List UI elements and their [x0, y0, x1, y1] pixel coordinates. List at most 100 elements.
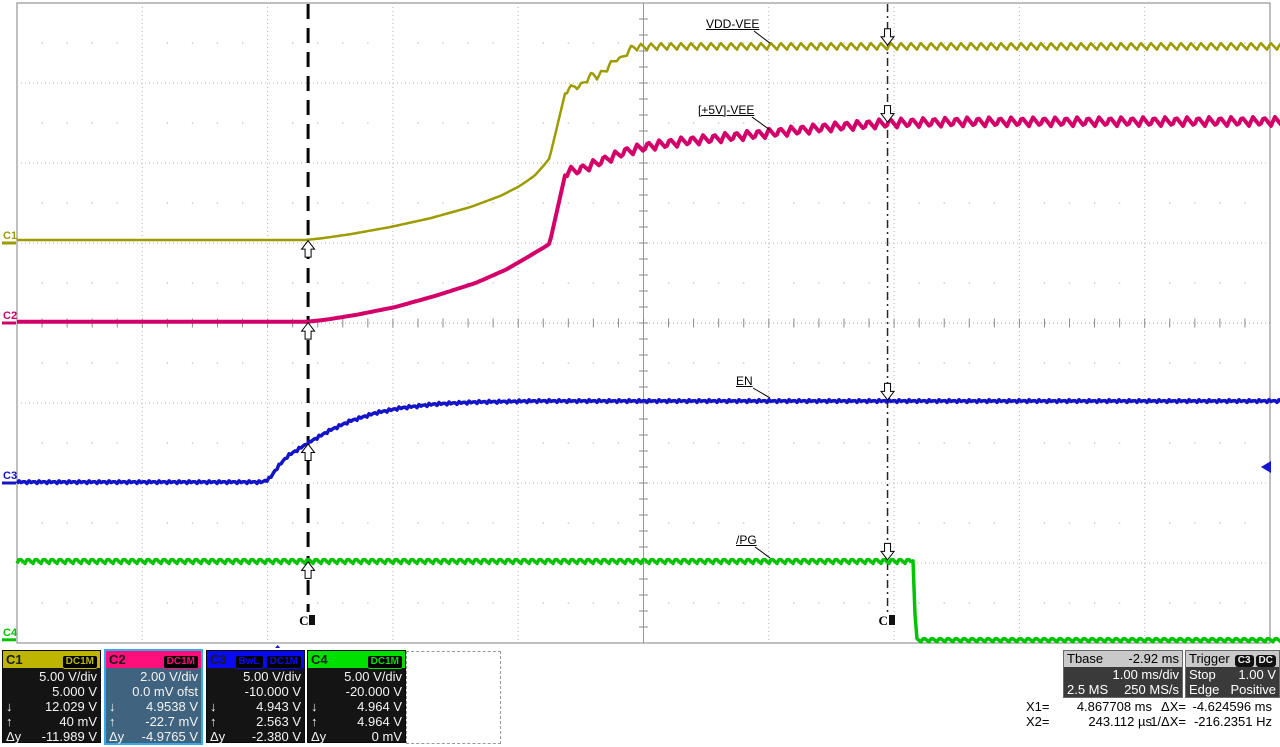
channel-marker-c4[interactable]: C4: [3, 626, 18, 639]
grid-minor-dot: [317, 282, 319, 284]
trigger-level-marker[interactable]: [1261, 461, 1271, 473]
grid-minor-dot: [667, 202, 670, 204]
cursor-x1-marker-arrow[interactable]: [880, 28, 896, 47]
grid-minor-dot: [66, 362, 68, 364]
cursor-x2-marker-arrow[interactable]: [300, 561, 316, 579]
grid-minor-dot: [216, 442, 219, 444]
grid-minor-dot: [1043, 522, 1046, 524]
grid-minor-dot: [291, 282, 294, 284]
grid-minor-dot: [667, 602, 670, 604]
grid-minor-dot: [442, 42, 444, 44]
grid-minor-dot: [943, 282, 945, 284]
grid-minor-dot: [918, 602, 920, 604]
grid-minor-dot: [91, 122, 93, 124]
grid-minor-dot: [1194, 522, 1196, 524]
cursor-x1-marker-arrow[interactable]: [880, 382, 896, 401]
channel-marker-c2[interactable]: C2: [3, 310, 18, 322]
grid-minor-dot: [1194, 42, 1196, 44]
timebase-header: Tbase -2.92 ms: [1064, 651, 1182, 667]
grid-minor-dot: [317, 442, 319, 444]
inv-dx-label: 1/ΔX=: [1150, 714, 1186, 729]
x1-value: 4.867708 ms: [1076, 699, 1152, 714]
trace-label-en: EN: [736, 374, 753, 388]
grid-minor-dot: [291, 122, 294, 124]
grid-minor-dot: [843, 282, 845, 284]
trigger-time-marker[interactable]: [271, 645, 285, 648]
grid-minor-dot: [317, 42, 319, 44]
grid-minor-dot: [1068, 442, 1071, 444]
channel-marker-c1[interactable]: C1: [3, 230, 18, 242]
cursor-x2-marker-arrow[interactable]: [300, 321, 316, 340]
grid-minor-dot: [1219, 362, 1221, 364]
cursor-x2-marker-arrow[interactable]: [300, 443, 316, 462]
grid-minor-dot: [667, 362, 670, 364]
grid-minor-dot: [91, 282, 93, 284]
grid-minor-dot: [793, 202, 795, 204]
grid-minor-dot: [993, 522, 996, 524]
grid-minor-dot: [342, 602, 344, 604]
grid-minor-dot: [417, 122, 419, 124]
grid-minor-dot: [492, 42, 494, 44]
grid-minor-dot: [166, 202, 169, 204]
grid-minor-dot: [843, 42, 845, 44]
grid-minor-dot: [417, 42, 419, 44]
grid-minor-dot: [367, 602, 369, 604]
grid-minor-dot: [1068, 282, 1071, 284]
trigger-slope: Positive: [1230, 682, 1276, 697]
channel-box-c3[interactable]: C3 BwL DC1M 5.00 V/div -10.000 V ↓ 4.943 V…: [206, 650, 305, 744]
grid-minor-dot: [116, 202, 118, 204]
channel-label: C3: [210, 652, 227, 667]
grid-minor-dot: [818, 602, 820, 604]
grid-minor-dot: [617, 442, 620, 444]
timebase-box[interactable]: Tbase -2.92 ms 1.00 ms/div 2.5 MS 250 MS…: [1063, 650, 1183, 698]
grid-minor-dot: [1194, 362, 1196, 364]
trigger-box[interactable]: Trigger C3 DC Stop 1.00 V Edge Positive: [1185, 650, 1280, 698]
grid-minor-dot: [1093, 202, 1096, 204]
cursor-x2-marker-arrow[interactable]: [300, 239, 316, 258]
channel-box-c1[interactable]: C1 DC1M 5.00 V/div 5.000 V ↓ 12.029 V ↑ 40…: [2, 650, 101, 744]
grid-minor-dot: [743, 122, 745, 124]
grid-minor-dot: [692, 602, 695, 604]
grid-minor-dot: [66, 122, 68, 124]
grid-minor-dot: [442, 442, 444, 444]
grid-minor-dot: [717, 122, 720, 124]
channel-readings: 5.00 V/div -10.000 V ↓ 4.943 V ↑ 2.563 V Δ…: [207, 668, 304, 744]
grid-minor-dot: [717, 202, 720, 204]
grid-minor-dot: [843, 602, 845, 604]
grid-minor-dot: [166, 442, 169, 444]
grid-minor-dot: [743, 282, 745, 284]
cursor-x1-marker-arrow[interactable]: [880, 105, 896, 124]
grid-minor-dot: [91, 602, 93, 604]
grid-minor-dot: [717, 442, 720, 444]
grid-minor-dot: [291, 602, 294, 604]
grid-minor-dot: [41, 602, 43, 604]
grid-minor-dot: [968, 442, 970, 444]
grid-minor-dot: [1244, 442, 1246, 444]
grid-minor-dot: [1043, 442, 1046, 444]
grid-minor-dot: [342, 122, 344, 124]
cursor-up-glyph: ↑: [311, 714, 318, 729]
grid-minor-dot: [542, 122, 544, 124]
cursor-down-glyph: ↓: [311, 699, 318, 714]
cursor-x1-marker-arrow[interactable]: [880, 542, 896, 561]
row-glyph: [210, 684, 231, 699]
trace-vdd-vee: [17, 41, 1280, 242]
channel-box-c2[interactable]: C2 DC1M 2.00 V/div 0.0 mV ofst ↓ 4.9538 V…: [104, 649, 203, 745]
channel-box-c4[interactable]: C4 DC1M 5.00 V/div -20.000 V ↓ 4.964 V ↑ 4…: [307, 650, 406, 744]
grid-minor-dot: [567, 202, 570, 204]
grid-minor-dot: [1043, 602, 1046, 604]
grid-minor-dot: [868, 442, 870, 444]
grid-minor-dot: [1219, 202, 1221, 204]
grid-minor-dot: [1244, 362, 1246, 364]
grid-minor-dot: [818, 522, 820, 524]
channel-label: C1: [6, 652, 23, 667]
trigger-header: Trigger C3 DC: [1186, 651, 1279, 667]
volts-per-div: 5.00 V/div: [243, 669, 301, 684]
grid-minor-dot: [66, 282, 68, 284]
grid-minor-dot: [818, 122, 820, 124]
cursor1-value: 4.943 V: [256, 699, 301, 714]
grid-minor-dot: [667, 282, 670, 284]
channel-marker-c3[interactable]: C3: [3, 470, 18, 482]
sample-rate: 250 MS/s: [1124, 682, 1179, 697]
grid-minor-dot: [592, 122, 595, 124]
